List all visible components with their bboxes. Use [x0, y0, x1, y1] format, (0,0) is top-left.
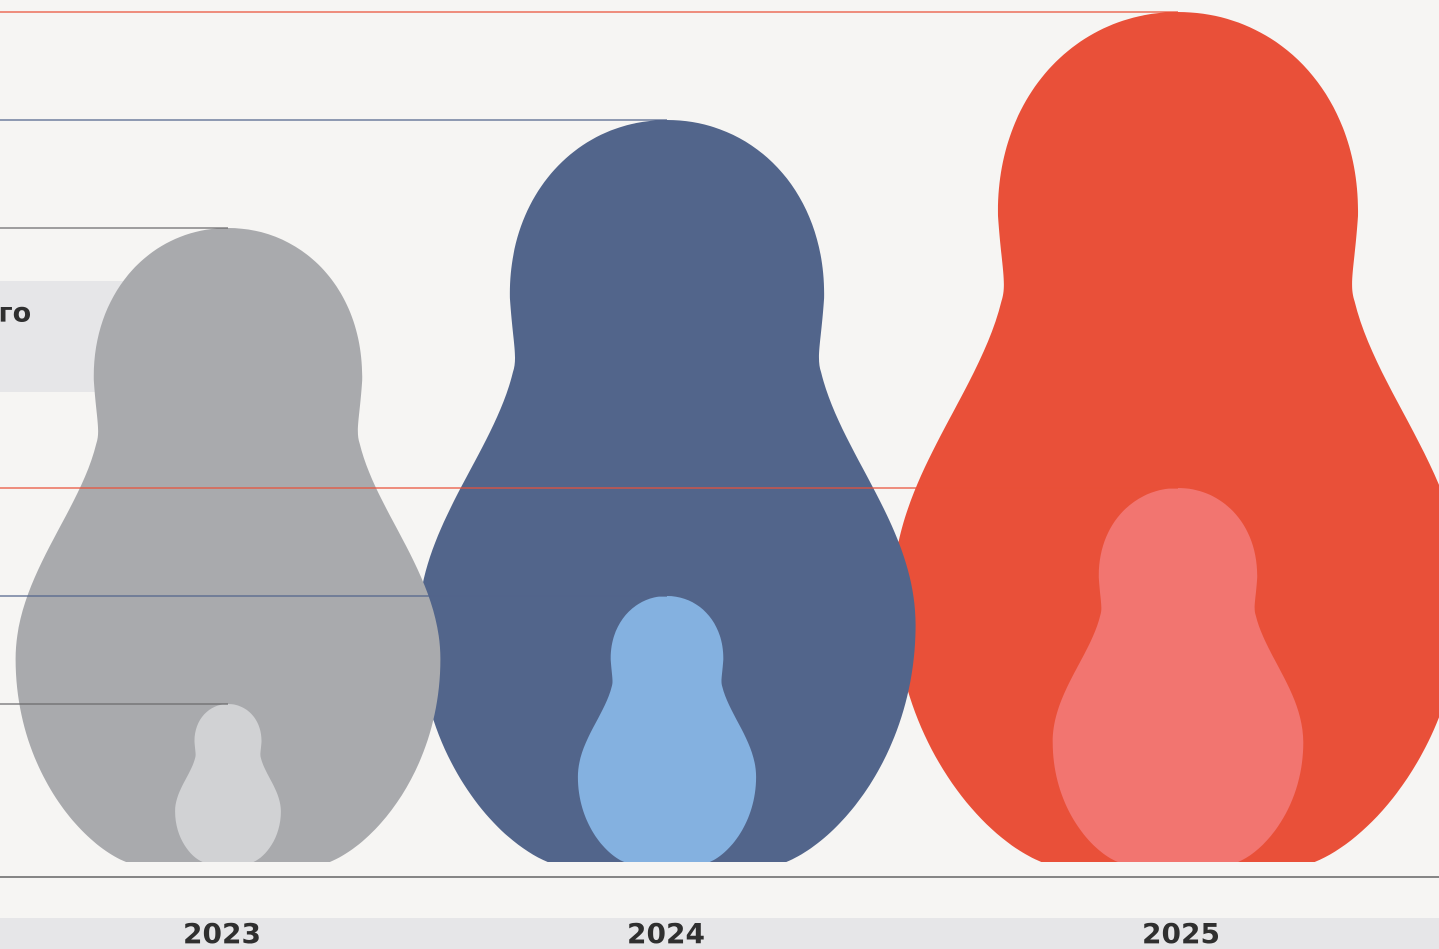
annotation: ого [0, 298, 31, 329]
x-tick-label: 2025 [1142, 917, 1220, 949]
x-tick-label: 2024 [627, 917, 705, 949]
x-tick-label: 2023 [183, 917, 261, 949]
